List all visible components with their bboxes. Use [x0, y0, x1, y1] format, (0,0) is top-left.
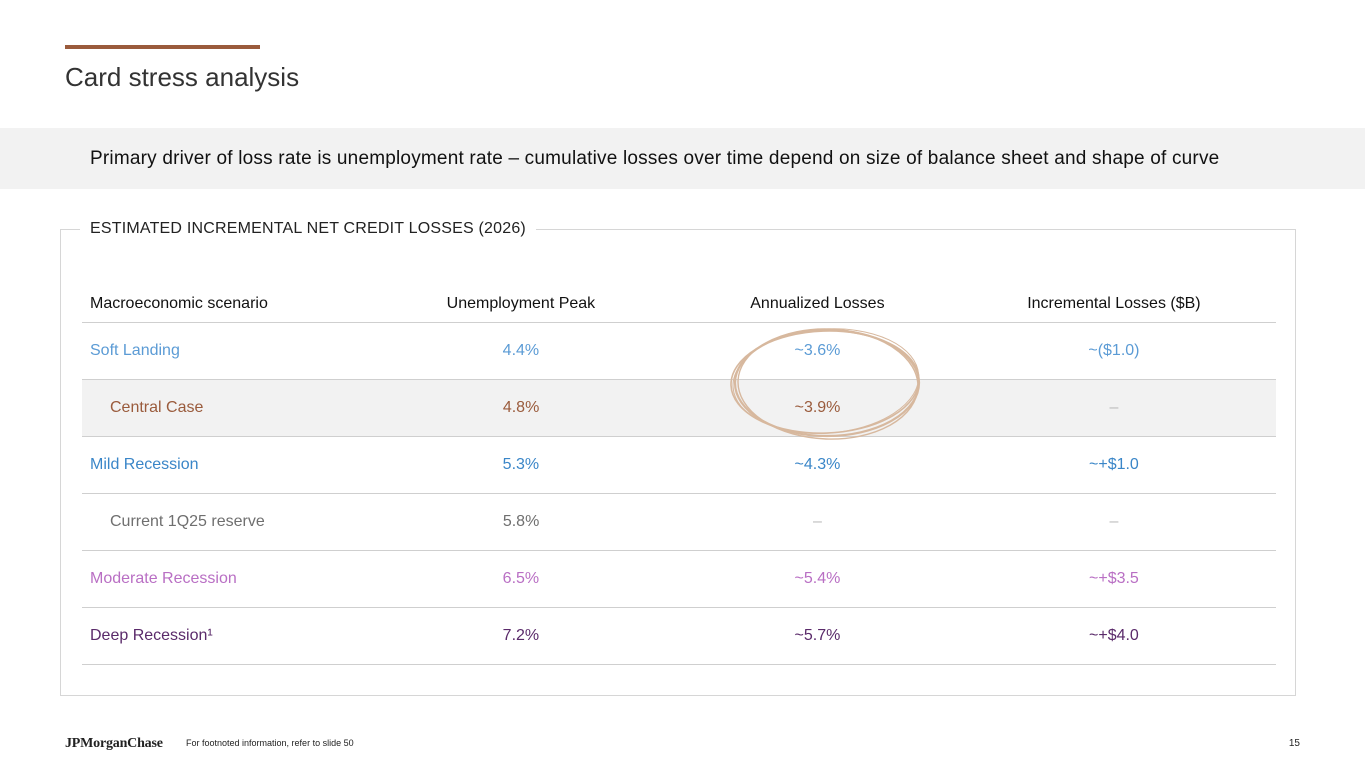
key-message-banner	[0, 128, 1365, 189]
table-row-moderate-recession: Moderate Recession 6.5% ~5.4% ~+$3.5	[82, 551, 1276, 608]
incremental-losses-value: ~($1.0)	[1088, 342, 1140, 359]
page-number: 15	[1288, 738, 1300, 749]
panel-title: ESTIMATED INCREMENTAL NET CREDIT LOSSES …	[80, 220, 536, 238]
incremental-losses-value: ~+$3.5	[1089, 570, 1139, 587]
title-accent-bar	[65, 45, 260, 49]
footnote-text: For footnoted information, refer to slid…	[186, 738, 354, 748]
scenario-name: Mild Recession	[90, 456, 199, 473]
header-scenario: Macroeconomic scenario	[90, 294, 268, 312]
scenario-name: Soft Landing	[90, 342, 180, 359]
table-row-mild-recession: Mild Recession 5.3% ~4.3% ~+$1.0	[82, 437, 1276, 494]
table-row-deep-recession: Deep Recession¹ 7.2% ~5.7% ~+$4.0	[82, 608, 1276, 665]
annualized-losses-value: ~5.4%	[794, 570, 841, 587]
scenario-table: Macroeconomic scenario Unemployment Peak…	[82, 285, 1276, 665]
incremental-losses-value: –	[1109, 399, 1119, 416]
unemployment-peak-value: 4.4%	[502, 342, 540, 359]
incremental-losses-value: –	[1109, 513, 1119, 530]
jpmorganchase-logo: JPMorganChase	[65, 736, 163, 751]
highlight-stroke	[732, 328, 920, 434]
table-row-central-case: Central Case 4.8% ~3.9% –	[82, 380, 1276, 437]
highlight-stroke	[737, 328, 919, 440]
slide-title: Card stress analysis	[65, 62, 300, 92]
scenario-name: Moderate Recession	[90, 570, 237, 587]
annualized-losses-value: ~3.9%	[794, 399, 841, 416]
header-incremental-losses: Incremental Losses ($B)	[1027, 294, 1201, 312]
incremental-losses-value: ~+$4.0	[1089, 627, 1139, 644]
highlight-ellipse	[730, 328, 921, 440]
unemployment-peak-value: 5.3%	[502, 456, 540, 473]
unemployment-peak-value: 5.8%	[502, 513, 540, 530]
annualized-losses-value: ~3.6%	[794, 342, 841, 359]
unemployment-peak-value: 4.8%	[502, 399, 540, 416]
scenario-name: Current 1Q25 reserve	[110, 513, 265, 530]
table-header-row: Macroeconomic scenario Unemployment Peak…	[82, 285, 1276, 323]
unemployment-peak-value: 7.2%	[502, 627, 540, 644]
losses-panel	[60, 229, 1296, 696]
header-unemployment-peak: Unemployment Peak	[446, 294, 596, 312]
key-message-text: Primary driver of loss rate is unemploym…	[90, 148, 1220, 169]
scenario-name: Deep Recession¹	[90, 627, 213, 644]
annualized-losses-value: ~4.3%	[794, 456, 841, 473]
incremental-losses-value: ~+$1.0	[1089, 456, 1139, 473]
header-annualized-losses: Annualized Losses	[750, 294, 885, 312]
annualized-losses-value: ~5.7%	[794, 627, 841, 644]
scenario-name: Central Case	[110, 399, 204, 416]
annualized-losses-value: –	[813, 513, 822, 530]
unemployment-peak-value: 6.5%	[502, 570, 540, 587]
table-row-soft-landing: Soft Landing 4.4% ~3.6% ~($1.0)	[82, 323, 1276, 380]
table-row-current-reserve: Current 1Q25 reserve 5.8% – –	[82, 494, 1276, 551]
